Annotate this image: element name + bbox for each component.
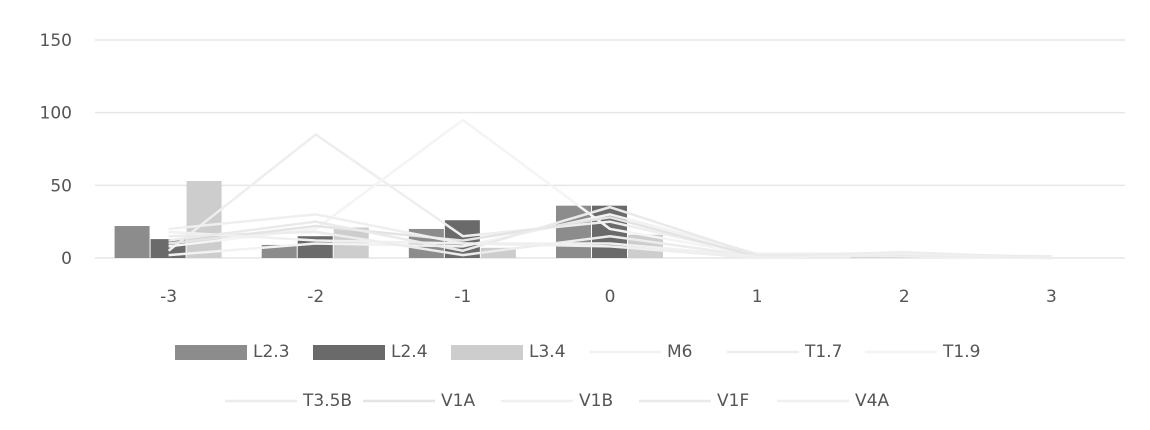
x-tick-label: 0 — [605, 287, 616, 307]
y-tick-label: 50 — [50, 176, 72, 196]
bars — [114, 180, 922, 258]
x-tick-label: 3 — [1046, 287, 1057, 307]
legend-swatch-l2-4 — [313, 345, 385, 360]
x-tick-label: -1 — [454, 287, 471, 307]
legend-label-l2-4: L2.4 — [391, 342, 428, 362]
bar-l2-3-3 — [114, 226, 150, 258]
x-tick-label: -3 — [160, 287, 177, 307]
line-v1f — [168, 205, 1052, 258]
legend-label-m6: M6 — [667, 342, 692, 362]
x-tick-label: 1 — [752, 287, 763, 307]
y-tick-label: 150 — [40, 31, 72, 51]
line-v4a — [168, 213, 1052, 260]
x-tick-label: -2 — [307, 287, 324, 307]
y-axis: 0 50 100 150 — [40, 31, 72, 269]
series-lines — [167, 118, 1052, 260]
x-axis: -3 -2 -1 0 1 2 3 — [160, 287, 1057, 307]
legend-label-l2-3: L2.3 — [253, 342, 290, 362]
legend-label-t3-5b: T3.5B — [302, 391, 352, 411]
legend-label-l3-4: L3.4 — [529, 342, 566, 362]
legend-swatch-l2-3 — [175, 345, 247, 360]
x-tick-label: 2 — [899, 287, 910, 307]
y-tick-label: 0 — [61, 249, 72, 269]
bar-l3-4-1 — [480, 247, 516, 258]
legend-label-v1b: V1B — [579, 391, 613, 411]
line-v1b — [168, 230, 1052, 260]
legend-label-t1-9: T1.9 — [942, 342, 980, 362]
legend-label-v4a: V4A — [855, 391, 889, 411]
bar-l3-4-3 — [186, 180, 222, 258]
legend-swatch-l3-4 — [451, 345, 523, 360]
legend-label-v1f: V1F — [717, 391, 749, 411]
line-t3-5b — [168, 230, 1052, 260]
y-tick-label: 100 — [40, 104, 72, 124]
legend: L2.3 L2.4 L3.4 M6 T1.7 T1.9 T3.5B V1A V1B V1F V4A — [175, 342, 980, 411]
legend-label-v1a: V1A — [441, 391, 475, 411]
legend-label-t1-7: T1.7 — [804, 342, 842, 362]
